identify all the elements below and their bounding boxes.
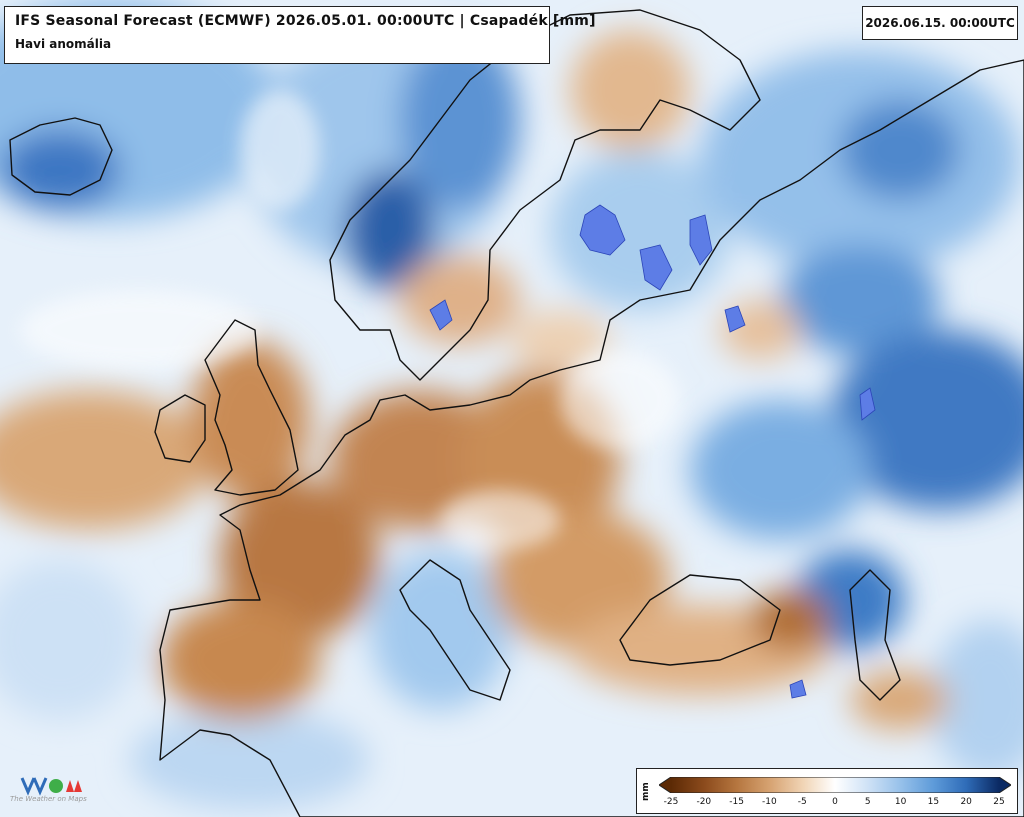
colorbar (659, 777, 1011, 793)
colorbar-tick-label: -5 (797, 797, 807, 807)
colorbar-gradient (671, 777, 999, 793)
colorbar-min-arrow (659, 777, 671, 793)
coastlines (9, 9, 1024, 817)
colorbar-tick-label: -10 (762, 797, 777, 807)
map-subtitle: Havi anomália (15, 37, 112, 51)
colorbar-max-arrow (999, 777, 1011, 793)
colorbar-tick-label: 5 (864, 797, 871, 807)
colorbar-tick-label: 20 (960, 797, 972, 807)
legend-unit: mm (641, 782, 651, 801)
logo-text: The Weather on Maps (10, 795, 87, 803)
colorbar-tick-label: 0 (832, 797, 838, 807)
lakes (429, 204, 876, 699)
colorbar-ticks: -25 -20 -15 -10 -5 0 5 10 15 20 25 (659, 797, 1011, 811)
weather-on-maps-logo (8, 776, 108, 810)
valid-date-badge: 2026.06.15. 00:00UTC (862, 6, 1018, 40)
map-title-panel: IFS Seasonal Forecast (ECMWF) 2026.05.01… (4, 6, 596, 64)
logo-icon (20, 777, 82, 796)
map-title: IFS Seasonal Forecast (ECMWF) 2026.05.01… (15, 13, 596, 29)
colorbar-tick-label: -25 (663, 797, 679, 807)
colorbar-tick-label: 25 (993, 797, 1005, 807)
colorbar-legend: mm -25 -20 -15 -10 -5 0 5 10 15 20 25 (636, 768, 1018, 814)
colorbar-tick-label: -15 (729, 797, 744, 807)
colorbar-tick-label: 10 (894, 797, 907, 807)
colorbar-tick-label: 15 (927, 797, 940, 807)
colorbar-tick-label: -20 (696, 797, 712, 807)
